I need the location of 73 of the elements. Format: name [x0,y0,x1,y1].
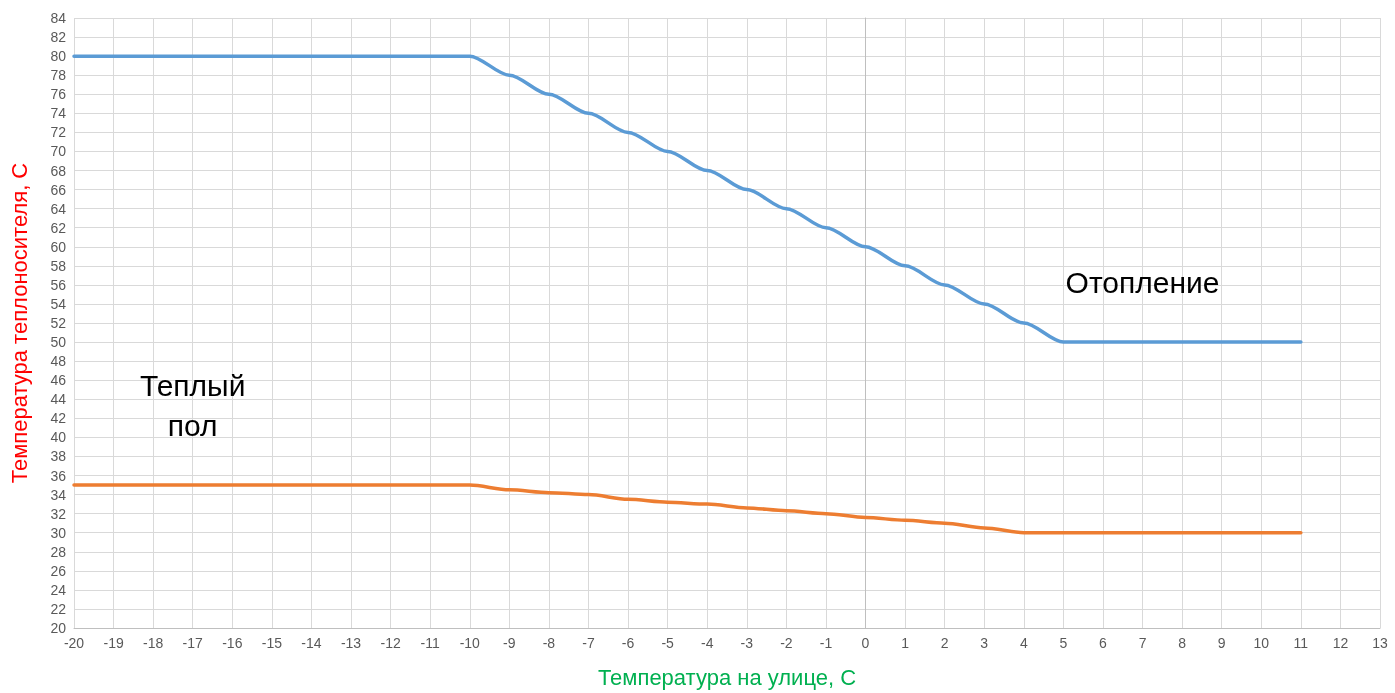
y-tick-label: 40 [50,429,67,446]
x-tick-label: -2 [780,635,793,651]
x-tick-label: 1 [901,635,910,651]
y-tick-label: 20 [50,620,67,636]
x-tick-label: 10 [1253,635,1270,651]
x-tick-label: -11 [420,635,440,651]
y-tick-label: 80 [50,48,67,65]
y-tick-label: 46 [50,372,67,389]
x-tick-label: 12 [1332,635,1349,651]
y-tick-label: 22 [50,600,67,617]
y-tick-label: 82 [50,29,67,46]
y-tick-label: 66 [50,181,67,198]
x-tick-label: 7 [1138,635,1147,651]
line-series [72,54,1303,344]
x-tick-label: 6 [1099,635,1108,651]
y-tick-label: 62 [50,219,67,236]
x-axis-title: Температура на улице, С [597,664,857,690]
y-tick-label: 58 [50,257,67,274]
y-tick-label: 30 [50,524,67,541]
x-tick-label: -5 [661,635,675,651]
x-tick-label: 13 [1372,635,1388,651]
x-tick-label: -1 [819,635,833,651]
y-tick-label: 36 [50,467,67,484]
y-tick-label: 48 [50,353,67,370]
x-tick-label: -8 [542,635,556,651]
x-tick-label: -15 [261,635,283,651]
x-tick-label: -10 [459,635,481,651]
x-tick-label: -14 [301,635,322,651]
x-tick-label: 3 [980,635,989,651]
x-tick-label: -16 [222,635,243,651]
y-tick-label: 68 [50,162,67,179]
y-tick-label: 54 [50,295,67,312]
y-tick-label: 78 [50,67,67,84]
x-tick-label: -18 [143,635,164,651]
y-tick-label: 74 [50,105,67,122]
y-tick-label: 70 [50,143,67,160]
y-tick-label: 72 [50,124,67,141]
x-tick-label: -4 [700,635,714,651]
x-tick-label: -9 [503,635,516,651]
x-tick-label: 11 [1293,635,1309,651]
y-tick-label: 50 [50,334,67,351]
y-tick-label: 84 [50,10,67,26]
y-tick-label: 28 [50,543,67,560]
y-tick-label: 76 [50,86,67,103]
y-tick-label: 32 [50,505,67,522]
x-tick-label: 0 [861,635,870,651]
x-tick-label: -6 [621,635,635,651]
series-label: Теплый пол [140,368,246,442]
x-tick-label: 8 [1178,635,1187,651]
x-tick-label: 9 [1217,635,1226,651]
x-tick-label: -3 [740,635,754,651]
x-tick-label: 5 [1059,635,1068,651]
x-tick-label: 4 [1019,635,1028,651]
x-tick-label: -19 [103,635,124,651]
y-tick-label: 24 [50,581,67,598]
x-tick-label: -20 [63,635,85,651]
x-tick-label: -12 [380,635,401,651]
y-tick-label: 34 [50,486,67,503]
y-tick-label: 38 [50,448,67,465]
y-tick-label: 64 [50,200,67,217]
y-tick-label: 44 [50,391,67,408]
x-tick-label: -7 [582,635,595,651]
y-axis-title: Температура теплоносителя, С [6,162,32,484]
line-series [72,483,1303,535]
y-tick-label: 42 [50,410,67,427]
y-tick-label: 56 [50,276,67,293]
x-tick-label: 2 [940,635,949,651]
y-tick-label: 52 [50,315,67,331]
x-tick-label: -13 [340,635,362,651]
series-label: Отопление [1065,265,1220,299]
y-tick-label: 26 [50,562,67,579]
y-tick-label: 60 [50,238,67,255]
x-tick-label: -17 [182,635,204,651]
